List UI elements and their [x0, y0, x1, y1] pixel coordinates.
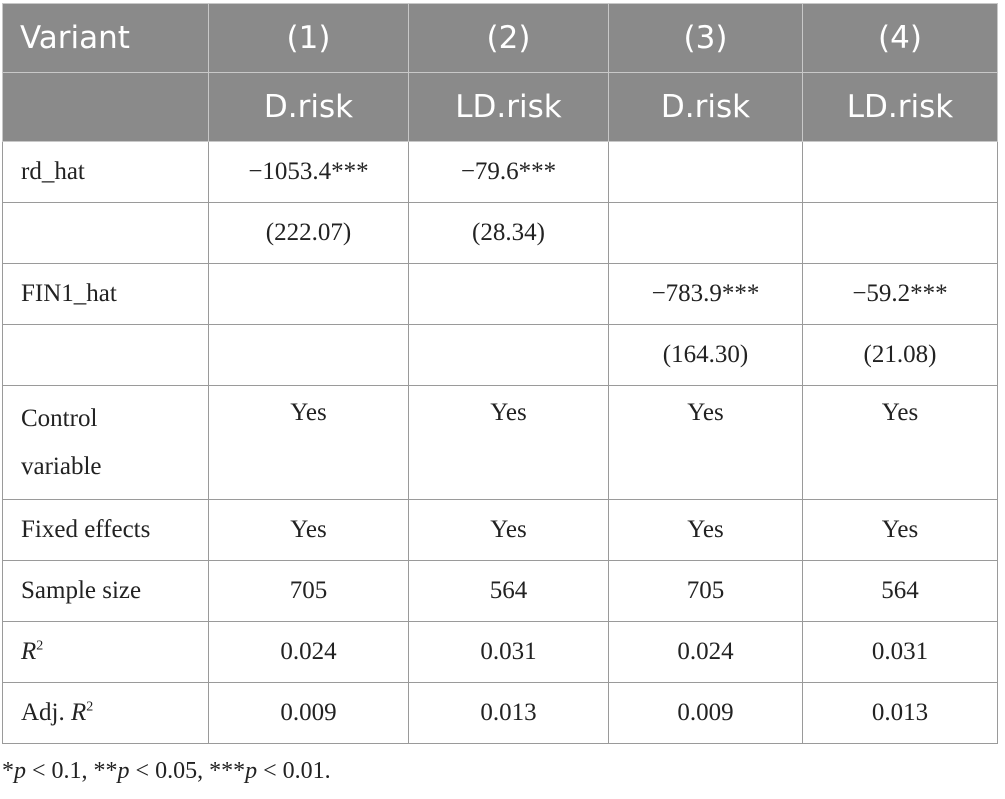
row-r-squared: R2 0.024 0.031 0.024 0.031 [2, 621, 998, 683]
cell-value: Yes [408, 385, 609, 500]
footnote-part: < 0.05, *** [129, 758, 246, 784]
cell-value: 0.013 [408, 682, 609, 744]
footnote-part: < 0.01. [257, 758, 331, 784]
row-adj-r-squared: Adj. R2 0.009 0.013 0.009 0.013 [2, 682, 998, 744]
row-fin1-hat-se: (164.30) (21.08) [2, 324, 998, 386]
cell-value: −79.6*** [408, 141, 609, 203]
label-line: Control [21, 404, 98, 432]
row-fin1-hat-coef: FIN1_hat −783.9*** −59.2*** [2, 263, 998, 325]
label-var: R [71, 699, 87, 726]
row-rd-hat-coef: rd_hat −1053.4*** −79.6*** [2, 141, 998, 203]
row-rd-hat-se: (222.07) (28.34) [2, 202, 998, 264]
cell-value [408, 324, 609, 386]
header-col-2-dep: LD.risk [408, 72, 609, 142]
cell-value [408, 263, 609, 325]
cell-value [802, 202, 998, 264]
cell-value: Yes [608, 499, 803, 561]
row-label-empty [2, 324, 209, 386]
row-label-fin1-hat: FIN1_hat [2, 263, 209, 325]
cell-value: 705 [208, 560, 409, 622]
cell-value: 0.013 [802, 682, 998, 744]
footnote-p: p [245, 758, 258, 784]
cell-value: 564 [408, 560, 609, 622]
header-empty [2, 72, 209, 142]
cell-value: 705 [608, 560, 803, 622]
footnote-p: p [14, 758, 26, 784]
header-col-4-dep: LD.risk [802, 72, 998, 142]
cell-value [608, 202, 803, 264]
cell-value: Yes [802, 385, 998, 500]
cell-value: Yes [208, 499, 409, 561]
cell-value: (164.30) [608, 324, 803, 386]
cell-value: Yes [408, 499, 609, 561]
row-label-adj-r-squared: Adj. R2 [2, 682, 209, 744]
footnote-part: * [2, 758, 14, 784]
header-row-2: D.risk LD.risk D.risk LD.risk [2, 72, 998, 142]
cell-value: −783.9*** [608, 263, 803, 325]
cell-value [208, 263, 409, 325]
cell-value: 0.009 [608, 682, 803, 744]
label-line: variable [21, 452, 102, 480]
header-col-1-num: (1) [208, 3, 409, 73]
header-col-3-num: (3) [608, 3, 803, 73]
label-var: R [21, 638, 37, 665]
cell-value [208, 324, 409, 386]
row-sample-size: Sample size 705 564 705 564 [2, 560, 998, 622]
cell-value: Yes [208, 385, 409, 500]
cell-value: 0.024 [608, 621, 803, 683]
footnote-part: < 0.1, ** [26, 758, 118, 784]
label-sup: 2 [36, 638, 44, 654]
cell-value: 0.009 [208, 682, 409, 744]
row-label-control-variable: Control variable [2, 385, 209, 500]
cell-value: (222.07) [208, 202, 409, 264]
header-col-3-dep: D.risk [608, 72, 803, 142]
cell-value: 0.031 [802, 621, 998, 683]
regression-table: Variant (1) (2) (3) (4) D.risk LD.risk D… [2, 3, 998, 744]
cell-value: Yes [802, 499, 998, 561]
row-label-empty [2, 202, 209, 264]
significance-footnote: *p < 0.1, **p < 0.05, ***p < 0.01. [2, 758, 331, 785]
cell-value: −1053.4*** [208, 141, 409, 203]
row-fixed-effects: Fixed effects Yes Yes Yes Yes [2, 499, 998, 561]
cell-value [802, 141, 998, 203]
label-sup: 2 [86, 699, 94, 715]
cell-value: (21.08) [802, 324, 998, 386]
header-col-1-dep: D.risk [208, 72, 409, 142]
label-prefix: Adj. [21, 699, 71, 726]
cell-value: (28.34) [408, 202, 609, 264]
cell-value [608, 141, 803, 203]
row-label-fixed-effects: Fixed effects [2, 499, 209, 561]
cell-value: 0.024 [208, 621, 409, 683]
row-label-r-squared: R2 [2, 621, 209, 683]
cell-value: 564 [802, 560, 998, 622]
cell-value: 0.031 [408, 621, 609, 683]
header-col-2-num: (2) [408, 3, 609, 73]
row-label-sample-size: Sample size [2, 560, 209, 622]
header-col-4-num: (4) [802, 3, 998, 73]
cell-value: Yes [608, 385, 803, 500]
footnote-p: p [117, 758, 130, 784]
row-label-rd-hat: rd_hat [2, 141, 209, 203]
header-variant: Variant [2, 3, 209, 73]
cell-value: −59.2*** [802, 263, 998, 325]
header-row-1: Variant (1) (2) (3) (4) [2, 3, 998, 73]
row-control-variable: Control variable Yes Yes Yes Yes [2, 385, 998, 500]
